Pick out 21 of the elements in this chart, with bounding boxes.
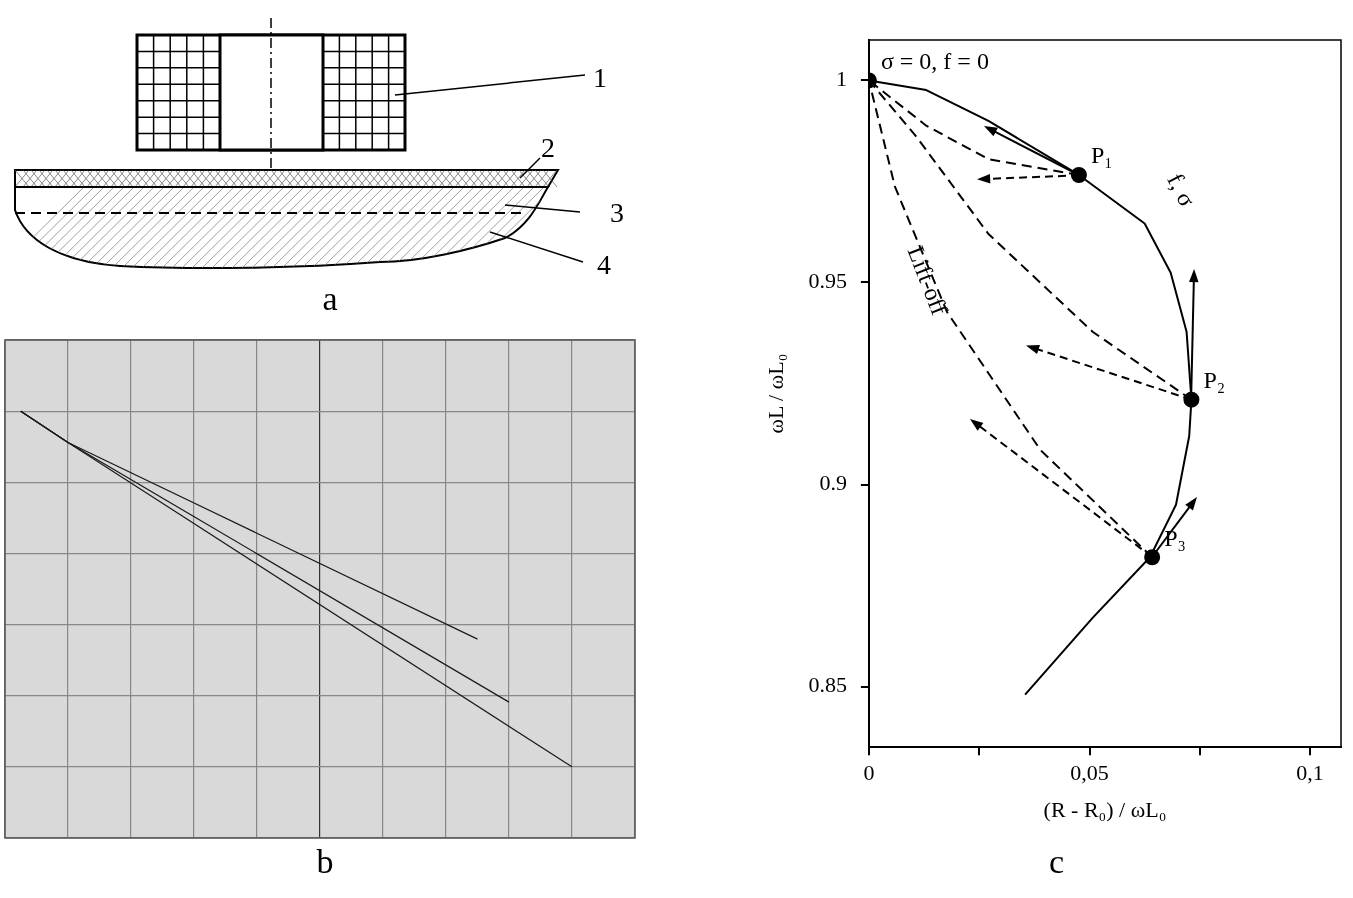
text: 1 xyxy=(593,62,607,93)
y-tick-label: 0.9 xyxy=(819,470,847,496)
annotation: P₁ xyxy=(1090,142,1113,169)
y-tick-label: 0.95 xyxy=(808,268,847,294)
text: b xyxy=(315,843,335,881)
annotation: P₃ xyxy=(1164,524,1186,551)
x-tick-label: 0,1 xyxy=(1296,760,1324,786)
y-tick-label: 1 xyxy=(835,66,847,92)
x-tick-label: 0,05 xyxy=(1070,760,1109,786)
x-axis-title: (R - R₀) / ωL₀ xyxy=(1043,796,1167,822)
text: 4 xyxy=(597,249,611,280)
annotation: P₂ xyxy=(1203,366,1226,393)
annotation: f, σ xyxy=(1162,169,1201,211)
x-tick-label: 0 xyxy=(863,760,875,786)
y-axis-title: ωL / ωL₀ xyxy=(762,353,788,434)
annotation: σ = 0, f = 0 xyxy=(880,47,989,74)
text: a xyxy=(321,280,339,318)
text: 3 xyxy=(610,197,624,228)
y-tick-label: 0.85 xyxy=(808,672,847,698)
text: 2 xyxy=(541,132,555,163)
text: c xyxy=(1047,843,1066,881)
